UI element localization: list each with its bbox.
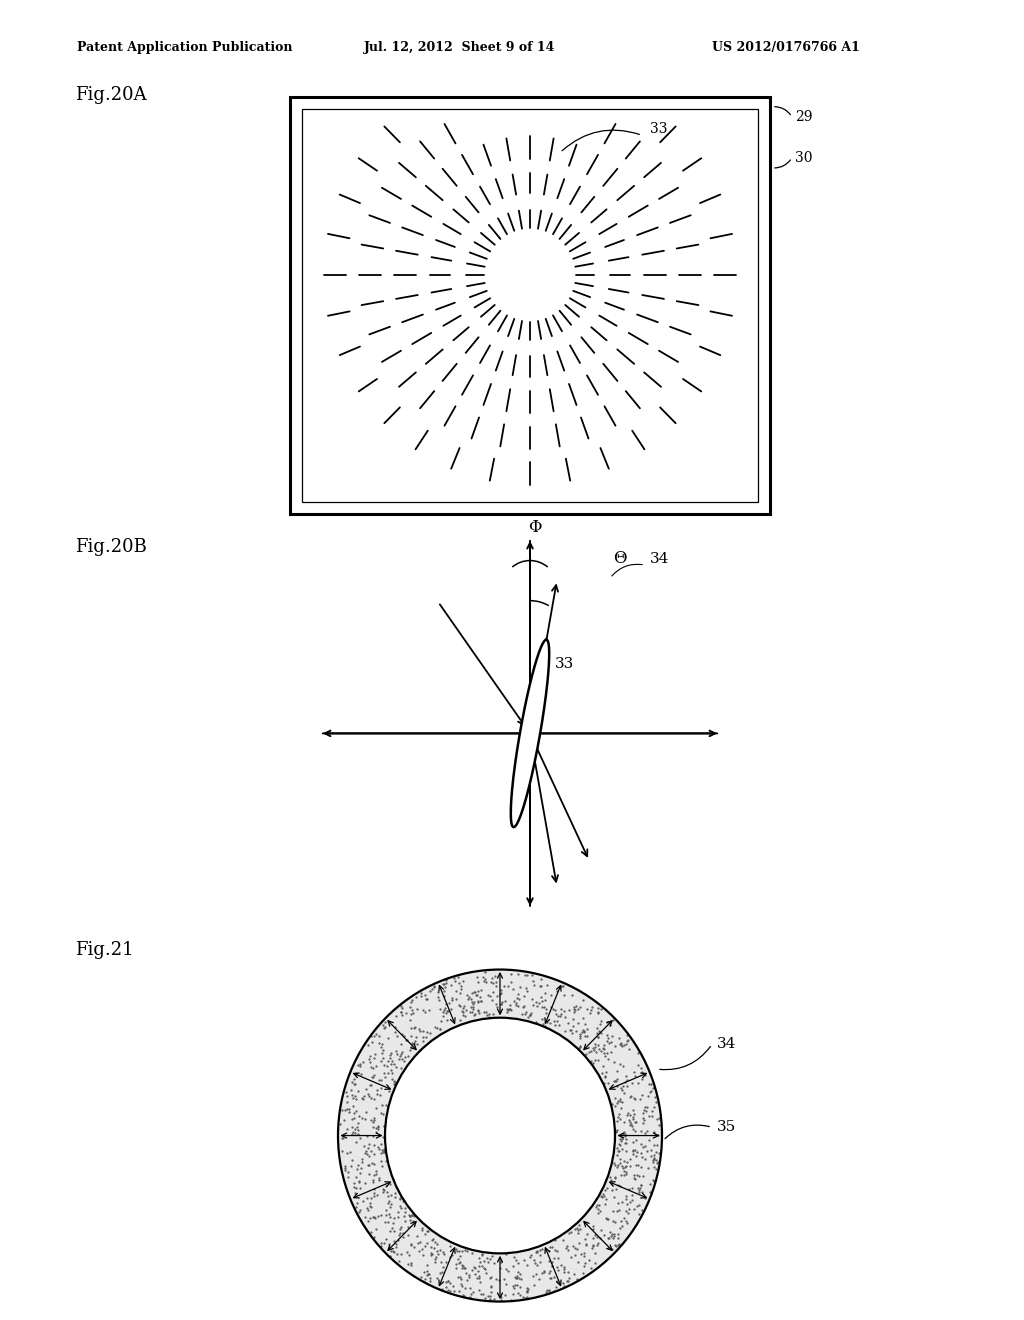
Bar [290, 96, 770, 515]
Bar [302, 108, 758, 502]
Text: 30: 30 [795, 150, 812, 165]
Wedge shape [338, 969, 662, 1302]
Text: Fig.20B: Fig.20B [75, 539, 146, 556]
Text: US 2012/0176766 A1: US 2012/0176766 A1 [712, 41, 859, 54]
Text: 34: 34 [717, 1038, 736, 1051]
Text: Fig.20A: Fig.20A [75, 86, 146, 104]
Polygon shape [511, 640, 549, 828]
Text: 33: 33 [650, 123, 668, 136]
Text: Φ: Φ [528, 520, 542, 536]
Circle shape [387, 1020, 613, 1251]
Text: Θ: Θ [613, 549, 627, 566]
Text: 35: 35 [717, 1121, 736, 1134]
Text: 33: 33 [555, 657, 574, 672]
Text: 29: 29 [795, 110, 812, 124]
Text: Jul. 12, 2012  Sheet 9 of 14: Jul. 12, 2012 Sheet 9 of 14 [364, 41, 555, 54]
Text: Patent Application Publication: Patent Application Publication [77, 41, 292, 54]
Text: 34: 34 [650, 552, 670, 566]
Text: Fig.21: Fig.21 [75, 941, 133, 958]
